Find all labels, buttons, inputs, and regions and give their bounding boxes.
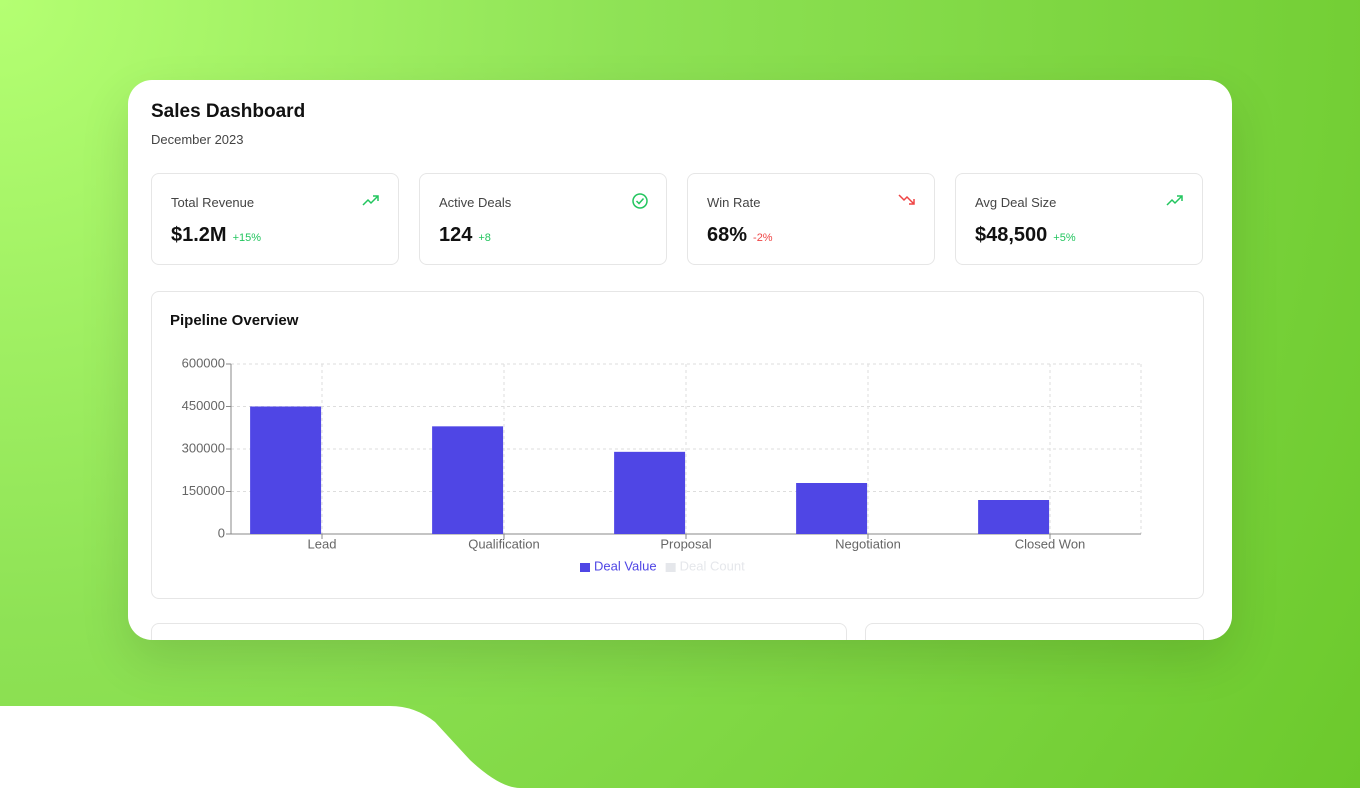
x-tick-label: Proposal	[660, 536, 711, 551]
trend-up-icon	[362, 195, 379, 206]
kpi-value: 124	[439, 224, 473, 246]
trend-up-icon	[1166, 195, 1183, 206]
kpi-change: +15%	[232, 232, 262, 244]
bar	[978, 500, 1050, 534]
kpi-value: $48,500	[975, 224, 1048, 246]
kpi-value: $1.2M	[171, 224, 227, 246]
bottom-panel	[865, 623, 1204, 640]
legend-swatch	[580, 563, 590, 572]
x-tick-label: Qualification	[468, 536, 540, 551]
kpi-label: Total Revenue	[171, 195, 255, 210]
bar	[614, 451, 686, 534]
legend-label: Deal Count	[680, 558, 745, 573]
dashboard-title: Sales Dashboard	[151, 101, 306, 122]
kpi-value: 68%	[707, 224, 748, 246]
x-tick-label: Closed Won	[1015, 536, 1086, 551]
chart: Pipeline Overview 0 150000 300000 450000 600…	[170, 312, 1142, 573]
legend-label: Deal Value	[594, 558, 657, 573]
bar	[432, 426, 504, 534]
y-tick-label: 450000	[182, 398, 225, 413]
chart-panel	[151, 291, 1204, 599]
dashboard-card: Sales Dashboard December 2023 Total Reve…	[128, 80, 1232, 640]
bar	[250, 406, 322, 534]
y-tick-label: 300000	[182, 440, 225, 455]
dashboard-subtitle: December 2023	[151, 132, 244, 147]
kpi-label: Avg Deal Size	[975, 195, 1057, 210]
kpi-label: Active Deals	[439, 195, 512, 210]
white-corner	[0, 706, 520, 788]
kpi-card: Active Deals 124 +8	[419, 173, 667, 265]
legend-swatch	[665, 563, 676, 572]
chart-title: Pipeline Overview	[170, 312, 299, 329]
y-tick-label: 0	[218, 525, 225, 540]
kpi-card: Total Revenue $1.2M +15%	[151, 173, 399, 265]
x-tick-label: Lead	[308, 536, 337, 551]
trend-down-icon	[898, 194, 915, 205]
bottom-panel	[151, 623, 847, 640]
y-tick-label: 600000	[182, 355, 225, 370]
x-tick-label: Negotiation	[835, 536, 901, 551]
bar	[796, 483, 868, 534]
kpi-change: +8	[478, 232, 491, 244]
y-tick-label: 150000	[182, 483, 225, 498]
kpi-change: -2%	[753, 232, 773, 244]
kpi-change: +5%	[1053, 232, 1076, 244]
kpi-label: Win Rate	[707, 195, 761, 210]
kpi-card: Win Rate 68% -2%	[687, 173, 935, 265]
check-icon	[632, 193, 648, 209]
kpi-card: Avg Deal Size $48,500 +5%	[955, 173, 1203, 265]
